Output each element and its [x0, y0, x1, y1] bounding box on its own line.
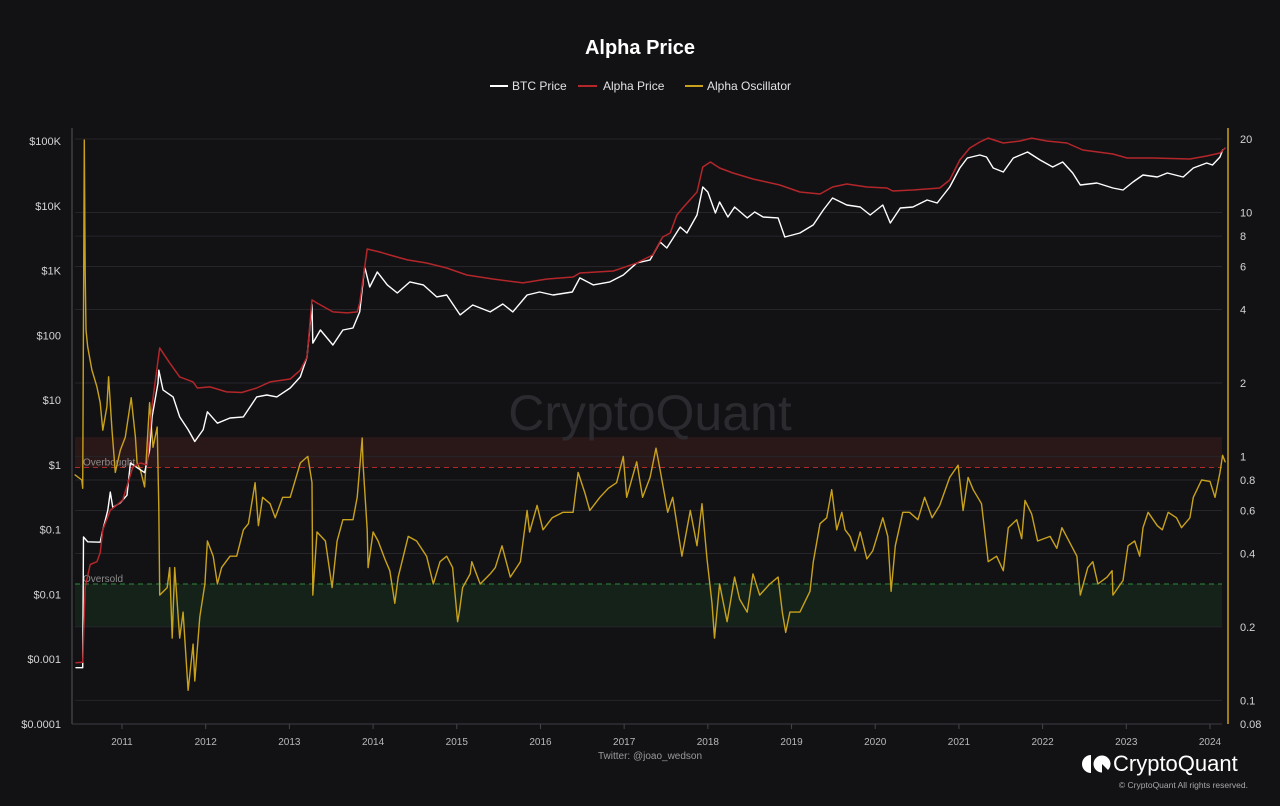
y-right-tick-label: 20: [1240, 134, 1252, 146]
series-alpha-oscillator-line: [74, 139, 1226, 691]
y-right-tick-label: 0.4: [1240, 548, 1255, 560]
legend: BTC Price Alpha Price Alpha Oscillator: [490, 79, 791, 93]
x-tick-label: 2016: [529, 737, 552, 748]
chart-title: Alpha Price: [585, 37, 695, 59]
series-btc-price-line: [75, 149, 1224, 669]
y-right-tick-label: 0.08: [1240, 719, 1261, 731]
x-tick-label: 2014: [362, 737, 385, 748]
y-right-tick-label: 2: [1240, 378, 1246, 390]
axes: $100K $10K $1K $100 $10 $1 $0.1 $0.01 $0.001 $0.0…: [21, 128, 1261, 748]
overbought-zone: [75, 437, 1222, 468]
x-tick-label: 2023: [1115, 737, 1138, 748]
y-left-tick-label: $100K: [29, 136, 61, 148]
zone-threshold-lines: Overbought Oversold: [75, 458, 1222, 585]
y-right-tick-label: 8: [1240, 231, 1246, 243]
brand-name: CryptoQuant: [1113, 751, 1238, 776]
x-tick-label: 2021: [948, 737, 971, 748]
x-tick-label: 2024: [1199, 737, 1222, 748]
logo-crescent-icon: [1082, 755, 1091, 773]
y-left-tick-label: $0.0001: [21, 719, 61, 731]
y-left-tick-label: $0.1: [40, 525, 61, 537]
y-right-tick-label: 4: [1240, 305, 1246, 317]
legend-label: Alpha Oscillator: [707, 79, 791, 93]
legend-label: BTC Price: [512, 79, 567, 93]
y-left-tick-label: $0.001: [27, 654, 61, 666]
copyright: © CryptoQuant All rights reserved.: [1119, 780, 1248, 790]
series-alpha-price-line: [75, 137, 1226, 664]
x-tick-label: 2018: [697, 737, 720, 748]
x-tick-label: 2013: [278, 737, 301, 748]
legend-item-btc-price[interactable]: BTC Price: [490, 79, 567, 93]
overbought-label: Overbought: [83, 458, 135, 469]
zone-bands: [75, 437, 1222, 627]
author-credit: Twitter: @joao_wedson: [598, 751, 702, 762]
y-left-tick-label: $1: [49, 460, 61, 472]
legend-item-alpha-oscillator[interactable]: Alpha Oscillator: [685, 79, 791, 93]
series-lines: [74, 137, 1226, 691]
x-tick-label: 2015: [446, 737, 469, 748]
y-right-tick-label: 6: [1240, 262, 1246, 274]
legend-label: Alpha Price: [603, 79, 665, 93]
y-left-tick-label: $0.01: [33, 589, 61, 601]
x-tick-label: 2011: [111, 737, 133, 748]
x-tick-label: 2012: [195, 737, 218, 748]
oversold-zone: [75, 583, 1222, 627]
y-right-tick-label: 1: [1240, 451, 1246, 463]
y-left-tick-label: $1K: [41, 266, 61, 278]
x-tick-label: 2020: [864, 737, 887, 748]
watermark: CryptoQuant: [508, 385, 792, 441]
y-right-tick-label: 0.8: [1240, 475, 1255, 487]
y-right-tick-label: 0.1: [1240, 695, 1255, 707]
y-right-tick-label: 0.2: [1240, 622, 1255, 634]
legend-item-alpha-price[interactable]: Alpha Price: [578, 79, 665, 93]
y-left-tick-label: $10: [43, 395, 61, 407]
x-tick-label: 2017: [613, 737, 636, 748]
y-left-tick-label: $10K: [35, 201, 61, 213]
logo-notch-icon: [1102, 764, 1111, 773]
y-right-tick-label: 10: [1240, 207, 1252, 219]
y-left-tick-label: $100: [37, 330, 61, 342]
cryptoquant-logo: CryptoQuant: [1082, 751, 1238, 776]
x-tick-label: 2019: [780, 737, 803, 748]
oversold-label: Oversold: [83, 574, 123, 585]
x-tick-label: 2022: [1031, 737, 1054, 748]
y-right-tick-label: 0.6: [1240, 506, 1255, 518]
